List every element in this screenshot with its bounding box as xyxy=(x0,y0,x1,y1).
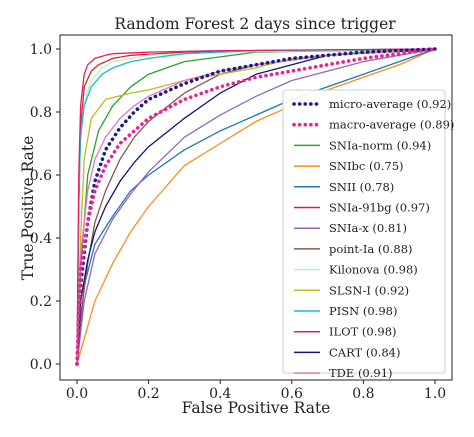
roc-curve-3 xyxy=(76,48,436,365)
roc-curve-11 xyxy=(76,48,436,365)
roc-curves xyxy=(75,47,437,366)
roc-curve-1 xyxy=(75,47,437,366)
legend-label-6: SNIa-x (0.81) xyxy=(329,221,407,235)
y-axis-ticks: 0.0 0.2 0.4 0.6 0.8 1.0 xyxy=(30,42,60,373)
legend-label-0: micro-average (0.92) xyxy=(329,97,451,111)
x-tick-label: 0.4 xyxy=(209,386,231,402)
roc-curve-12 xyxy=(76,48,436,365)
y-tick-label: 0.0 xyxy=(30,357,52,373)
y-tick-label: 0.6 xyxy=(30,168,52,184)
legend-label-3: SNIbc (0.75) xyxy=(329,159,404,173)
roc-curve-10 xyxy=(76,48,436,365)
x-axis-label: False Positive Rate xyxy=(182,399,331,417)
legend-label-5: SNIa-91bg (0.97) xyxy=(329,201,430,215)
x-tick-label: 0.6 xyxy=(281,386,303,402)
legend-label-9: SLSN-I (0.92) xyxy=(329,283,409,297)
roc-curve-0 xyxy=(75,47,437,366)
x-tick-label: 1.0 xyxy=(424,386,446,402)
legend-label-8: Kilonova (0.98) xyxy=(329,263,418,277)
roc-curve-6 xyxy=(76,48,436,365)
x-axis-ticks: 0.0 0.2 0.4 0.6 0.8 1.0 xyxy=(66,380,446,402)
legend-label-2: SNIa-norm (0.94) xyxy=(329,138,431,152)
y-tick-label: 0.2 xyxy=(30,294,52,310)
y-axis-label: True Positive Rate xyxy=(19,136,37,281)
y-tick-label: 0.4 xyxy=(30,231,52,247)
legend-label-13: TDE (0.91) xyxy=(329,366,393,380)
x-tick-label: 0.8 xyxy=(352,386,374,402)
legend: micro-average (0.92) macro-average (0.89)… xyxy=(282,89,454,380)
roc-curve-9 xyxy=(76,48,436,365)
chart-title: Random Forest 2 days since trigger xyxy=(114,15,396,33)
x-tick-label: 0.2 xyxy=(137,386,159,402)
legend-box xyxy=(282,89,446,374)
y-tick-label: 0.8 xyxy=(30,105,52,121)
legend-label-4: SNII (0.78) xyxy=(329,180,394,194)
legend-label-12: CART (0.84) xyxy=(329,345,400,359)
legend-label-1: macro-average (0.89) xyxy=(329,118,454,132)
roc-curve-4 xyxy=(76,48,436,365)
legend-label-10: PISN (0.98) xyxy=(329,304,397,318)
legend-label-7: point-Ia (0.88) xyxy=(329,242,413,256)
y-tick-label: 1.0 xyxy=(30,42,52,58)
x-tick-label: 0.0 xyxy=(66,386,88,402)
legend-label-11: ILOT (0.98) xyxy=(329,325,397,339)
